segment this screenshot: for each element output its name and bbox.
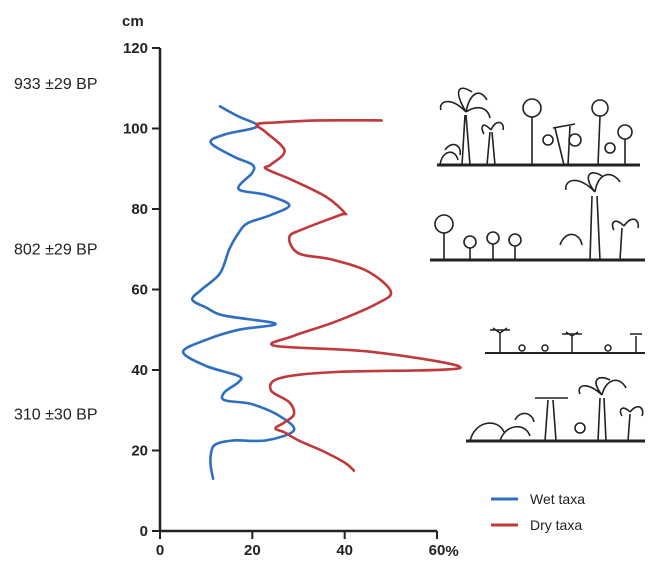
vegetation-illustration-top xyxy=(437,87,640,167)
y-tick-label: 20 xyxy=(131,443,148,460)
legend: Wet taxa Dry taxa xyxy=(491,491,585,533)
vegetation-illustration-lower-middle xyxy=(485,327,645,354)
radiocarbon-dates: 933 ±29 BP 802 ±29 BP 310 ±30 BP xyxy=(14,76,98,423)
x-tick-label: 0 xyxy=(156,542,164,559)
vegetation-illustration-bottom xyxy=(466,376,645,443)
x-tick-label: 40 xyxy=(336,542,353,559)
y-axis-unit: cm xyxy=(122,13,144,30)
date-label: 933 ±29 BP xyxy=(14,76,98,93)
y-tick-label: 40 xyxy=(131,362,148,379)
x-tick-label: 60 xyxy=(429,542,446,559)
series-lines xyxy=(181,105,462,480)
legend-label-wet: Wet taxa xyxy=(530,491,585,507)
y-tick-label: 0 xyxy=(140,523,148,540)
dry-taxa-line xyxy=(255,118,462,472)
axis-ticks: 0 20 40 60 80 100 120 0 20 40 60 xyxy=(123,40,445,559)
y-tick-label: 100 xyxy=(123,121,148,138)
legend-label-dry: Dry taxa xyxy=(530,517,582,533)
y-tick-label: 120 xyxy=(123,40,148,57)
wet-taxa-line xyxy=(181,105,296,480)
x-tick-label: 20 xyxy=(244,542,261,559)
x-axis-unit: % xyxy=(445,543,458,560)
date-label: 802 ±29 BP xyxy=(14,241,98,258)
y-tick-label: 60 xyxy=(131,282,148,299)
vegetation-illustration-upper-middle xyxy=(430,172,645,262)
date-label: 310 ±30 BP xyxy=(14,406,98,423)
y-tick-label: 80 xyxy=(131,201,148,218)
